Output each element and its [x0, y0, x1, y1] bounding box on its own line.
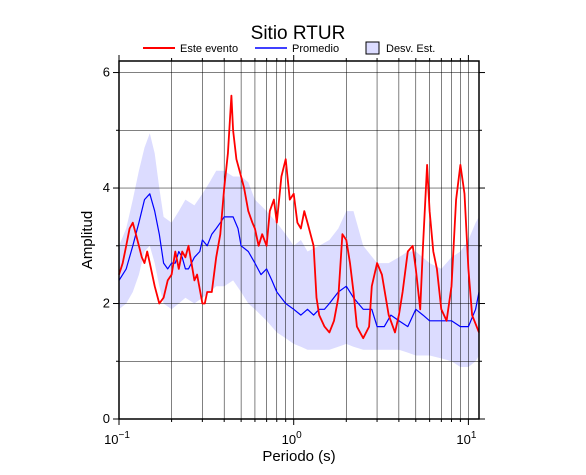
y-tick-label: 4: [103, 180, 110, 195]
series-layer: [118, 94, 480, 340]
x-tick-label: 100: [282, 430, 302, 447]
grid: [119, 61, 479, 419]
y-tick-label: 2: [103, 296, 110, 311]
legend: Este evento Promedio Desv. Est.: [143, 41, 435, 55]
chart-title: Sitio RTUR: [251, 23, 346, 44]
y-tick-label: 0: [103, 411, 110, 426]
x-axis-label: Periodo (s): [262, 448, 335, 465]
y-tick-label: 6: [103, 65, 110, 80]
ticks: [113, 55, 485, 425]
std-dev-band-area: [119, 133, 479, 367]
legend-label-desv-est: Desv. Est.: [386, 43, 435, 55]
x-tick-label: 101: [456, 430, 476, 447]
legend-label-promedio: Promedio: [292, 43, 339, 55]
legend-label-este-evento: Este evento: [180, 43, 238, 55]
tick-labels: 0 2 4 6 10−1 100 101: [103, 65, 477, 447]
y-axis-label: Amplitud: [79, 211, 96, 269]
legend-box-desv-est: [365, 41, 380, 55]
x-tick-label: 10−1: [104, 430, 130, 447]
series-line-promedio: [118, 193, 480, 328]
plot-frame: [118, 60, 480, 420]
std-dev-band: [119, 133, 479, 367]
series-line-este-evento: [118, 94, 480, 340]
